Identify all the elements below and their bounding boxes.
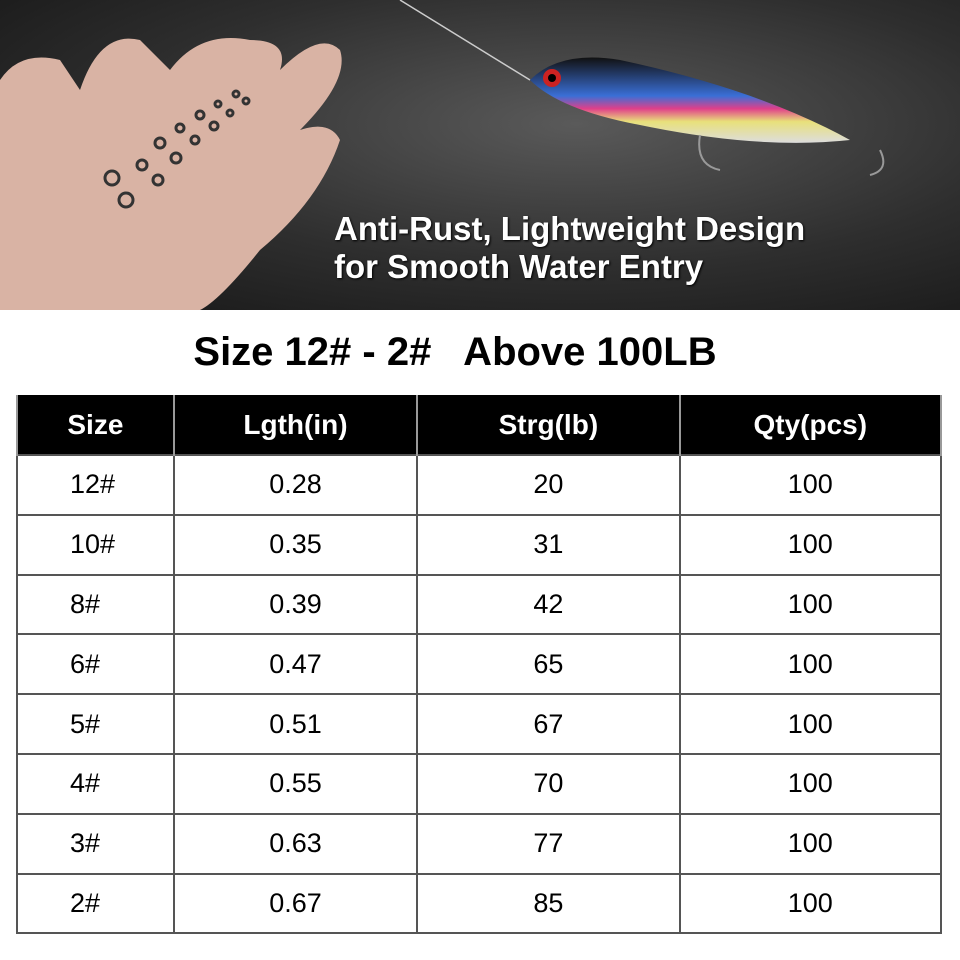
cell-quantity: 100 — [678, 454, 943, 516]
cell-size: 8# — [16, 573, 175, 636]
cell-quantity: 100 — [678, 693, 943, 755]
table-header-row: Size Lgth(in) Strg(lb) Qty(pcs) — [16, 395, 943, 455]
header-size: Size — [16, 395, 175, 455]
cell-strength: 67 — [416, 693, 681, 755]
table-row: 6# 0.47 65 100 — [16, 633, 943, 696]
cell-strength: 31 — [416, 513, 681, 576]
cell-strength: 70 — [416, 752, 681, 815]
cell-quantity: 100 — [678, 872, 943, 935]
header-length: Lgth(in) — [172, 395, 419, 455]
cell-length: 0.35 — [172, 513, 419, 576]
hero-caption-line2: for Smooth Water Entry — [334, 248, 704, 285]
table-row: 12# 0.28 20 100 — [16, 454, 943, 516]
cell-quantity: 100 — [678, 573, 943, 636]
hero-caption-line1: Anti-Rust, Lightweight Design — [334, 210, 806, 247]
cell-length: 0.47 — [172, 633, 419, 696]
cell-strength: 42 — [416, 573, 681, 636]
cell-quantity: 100 — [678, 752, 943, 815]
hand-and-lure-illustration — [0, 0, 885, 310]
header-strength: Strg(lb) — [416, 395, 681, 455]
cell-size: 12# — [16, 454, 175, 516]
table-row: 4# 0.55 70 100 — [16, 752, 943, 815]
cell-length: 0.28 — [172, 454, 419, 516]
size-range-title: Size 12# - 2# Above 100LB — [193, 330, 717, 374]
cell-size: 4# — [16, 752, 175, 815]
cell-quantity: 100 — [678, 513, 943, 576]
cell-size: 6# — [16, 633, 175, 696]
table-row: 8# 0.39 42 100 — [16, 573, 943, 636]
header-quantity: Qty(pcs) — [678, 395, 943, 455]
table-row: 2# 0.67 85 100 — [16, 872, 943, 935]
table-row: 10# 0.35 31 100 — [16, 513, 943, 576]
cell-length: 0.63 — [172, 812, 419, 875]
cell-strength: 85 — [416, 872, 681, 935]
cell-length: 0.67 — [172, 872, 419, 935]
cell-strength: 77 — [416, 812, 681, 875]
cell-length: 0.51 — [172, 693, 419, 755]
cell-quantity: 100 — [678, 633, 943, 696]
cell-size: 10# — [16, 513, 175, 576]
cell-size: 2# — [16, 872, 175, 935]
table-row: 3# 0.63 77 100 — [16, 812, 943, 875]
cell-length: 0.55 — [172, 752, 419, 815]
cell-quantity: 100 — [678, 812, 943, 875]
cell-strength: 65 — [416, 633, 681, 696]
spec-table: Size Lgth(in) Strg(lb) Qty(pcs) 12# 0.28 2… — [16, 395, 943, 935]
product-photo: Anti-Rust, Lightweight Design for Smooth… — [0, 0, 960, 310]
table-row: 5# 0.51 67 100 — [16, 693, 943, 755]
cell-size: 5# — [16, 693, 175, 755]
cell-length: 0.39 — [172, 573, 419, 636]
cell-size: 3# — [16, 812, 175, 875]
cell-strength: 20 — [416, 454, 681, 516]
